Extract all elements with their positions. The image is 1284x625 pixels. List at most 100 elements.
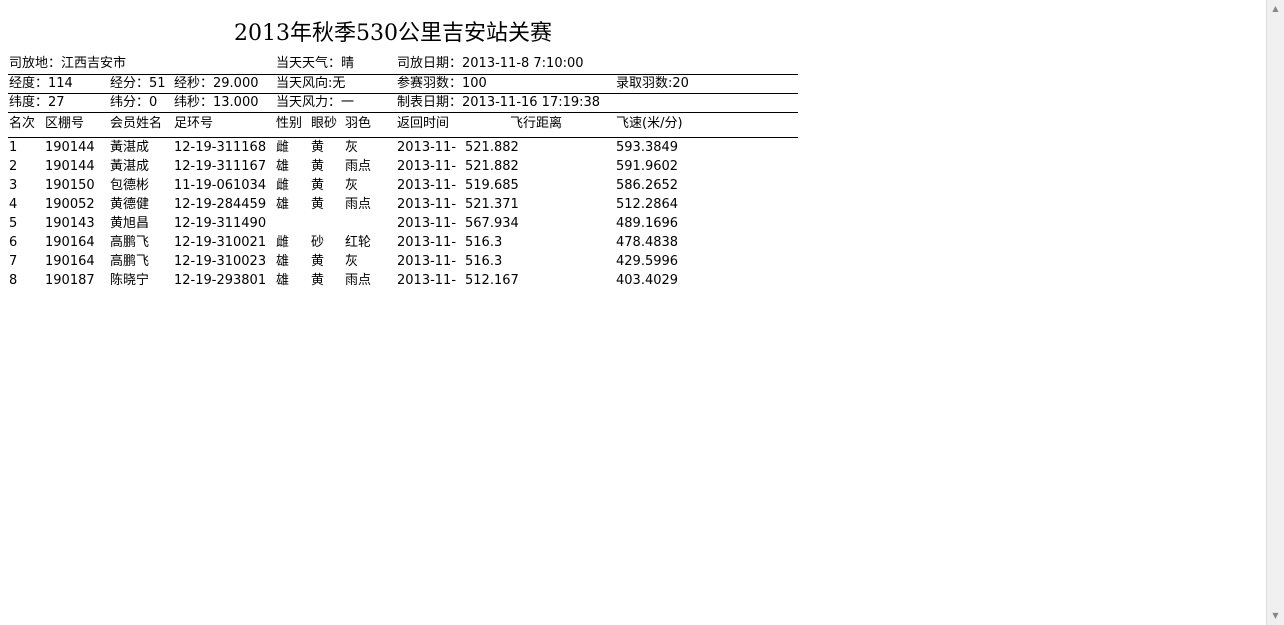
cell-member-name: 高鹏飞 [110,235,150,250]
release-date: 司放日期：2013-11-8 7:10:00 [397,56,584,71]
table-row: 8 190187 陈晓宁 12-19-293801 雄 黄 雨点 2013-11- 512.16… [0,273,800,292]
column-header-distance: 飞行距离 [510,116,563,131]
cell-speed: 591.9602 [616,159,679,174]
cell-distance: 516.3 [465,235,503,250]
cell-sex: 雄 [276,159,290,174]
cell-sex: 雌 [276,235,290,250]
cell-return-time: 2013-11- [397,216,457,231]
table-row: 4 190052 黄德健 12-19-284459 雄 黄 雨点 2013-11- 521.37… [0,197,800,216]
cell-loft: 190144 [45,140,95,155]
cell-distance: 567.934 [465,216,519,231]
column-header-color: 羽色 [345,116,372,131]
cell-rank: 5 [9,216,18,231]
cell-ring-number: 12-19-310021 [174,235,267,250]
cell-distance: 521.882 [465,159,519,174]
cell-rank: 7 [9,254,18,269]
table-date: 制表日期：2013-11-16 17:19:38 [397,95,601,110]
divider [8,93,798,94]
cell-distance: 516.3 [465,254,503,269]
cell-sex: 雄 [276,254,290,269]
cell-ring-number: 12-19-311167 [174,159,267,174]
cell-ring-number: 12-19-310023 [174,254,267,269]
wind-force: 当天风力：一 [276,95,355,110]
table-row: 3 190150 包德彬 11-19-061034 雌 黄 灰 2013-11- 519.685… [0,178,800,197]
cell-speed: 512.2864 [616,197,679,212]
cell-color: 雨点 [345,197,372,212]
page-title: 2013年秋季530公里吉安站关赛 [234,21,552,46]
column-header-sex: 性别 [276,116,303,131]
column-header-member-name: 会员姓名 [110,116,163,131]
cell-speed: 586.2652 [616,178,679,193]
cell-sex: 雄 [276,273,290,288]
cell-return-time: 2013-11- [397,273,457,288]
cell-speed: 429.5996 [616,254,679,269]
latitude-deg: 纬度：27 [9,95,65,110]
cell-return-time: 2013-11- [397,235,457,250]
cell-ring-number: 12-19-311168 [174,140,267,155]
column-header-eye: 眼砂 [311,116,338,131]
scroll-down-icon[interactable]: ▼ [1268,608,1283,624]
longitude-sec: 经秒：29.000 [174,76,259,91]
cell-eye: 黄 [311,140,325,155]
table-header: 名次 区棚号 会员姓名 足环号 性别 眼砂 羽色 返回时间 飞行距离 飞速(米/分) [0,116,800,135]
cell-ring-number: 12-19-311490 [174,216,267,231]
cell-color: 雨点 [345,159,372,174]
cell-sex: 雌 [276,140,290,155]
winners: 录取羽数:20 [616,76,689,91]
cell-return-time: 2013-11- [397,197,457,212]
cell-speed: 478.4838 [616,235,679,250]
cell-rank: 6 [9,235,18,250]
cell-ring-number: 11-19-061034 [174,178,267,193]
latitude-min: 纬分：0 [110,95,158,110]
column-header-rank: 名次 [9,116,36,131]
release-place: 司放地：江西吉安市 [9,56,127,71]
column-header-speed: 飞速(米/分) [616,116,683,131]
cell-member-name: 陈晓宁 [110,273,150,288]
table-row: 6 190164 高鹏飞 12-19-310021 雌 砂 红轮 2013-11- 516.3 4… [0,235,800,254]
cell-loft: 190150 [45,178,95,193]
cell-rank: 2 [9,159,18,174]
entries: 参赛羽数：100 [397,76,487,91]
cell-member-name: 包德彬 [110,178,150,193]
cell-member-name: 黃湛成 [110,159,150,174]
cell-eye: 黄 [311,197,325,212]
column-header-loft: 区棚号 [45,116,85,131]
cell-eye: 黄 [311,254,325,269]
cell-speed: 593.3849 [616,140,679,155]
divider [8,137,798,138]
longitude-min: 经分：51 [110,76,166,91]
cell-distance: 521.371 [465,197,519,212]
cell-color: 灰 [345,254,359,269]
cell-rank: 1 [9,140,18,155]
latitude-sec: 纬秒：13.000 [174,95,259,110]
wind-direction: 当天风向:无 [276,76,346,91]
longitude-deg: 经度：114 [9,76,73,91]
vertical-scrollbar[interactable]: ▲ ▼ [1266,0,1284,625]
cell-eye: 砂 [311,235,325,250]
cell-return-time: 2013-11- [397,178,457,193]
cell-loft: 190164 [45,235,95,250]
cell-loft: 190144 [45,159,95,174]
cell-loft: 190052 [45,197,95,212]
cell-return-time: 2013-11- [397,159,457,174]
cell-color: 雨点 [345,273,372,288]
table-row: 2 190144 黃湛成 12-19-311167 雄 黄 雨点 2013-11- 521.88… [0,159,800,178]
cell-member-name: 黃湛成 [110,140,150,155]
cell-speed: 403.4029 [616,273,679,288]
cell-return-time: 2013-11- [397,140,457,155]
weather: 当天天气：晴 [276,56,355,71]
cell-member-name: 黄德健 [110,197,150,212]
scroll-up-icon[interactable]: ▲ [1268,1,1283,17]
column-header-return-time: 返回时间 [397,116,450,131]
cell-color: 灰 [345,178,359,193]
cell-speed: 489.1696 [616,216,679,231]
table-row: 5 190143 黄旭昌 12-19-311490 2013-11- 567.934 489… [0,216,800,235]
cell-ring-number: 12-19-284459 [174,197,267,212]
cell-sex: 雌 [276,178,290,193]
cell-rank: 3 [9,178,18,193]
cell-distance: 512.167 [465,273,519,288]
cell-loft: 190164 [45,254,95,269]
cell-distance: 519.685 [465,178,519,193]
column-header-ring-number: 足环号 [174,116,214,131]
cell-distance: 521.882 [465,140,519,155]
